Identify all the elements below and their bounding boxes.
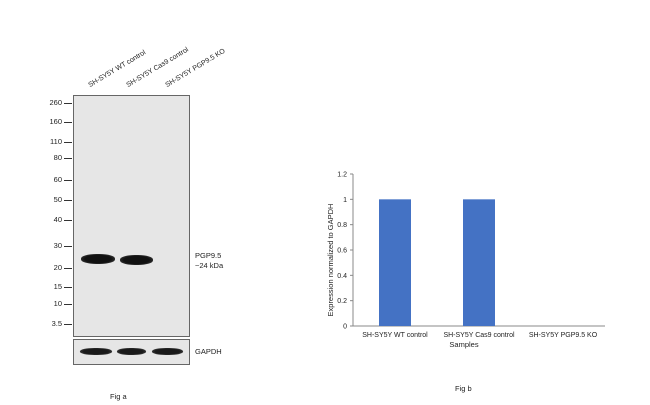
marker-tick bbox=[64, 287, 72, 288]
fig-b-caption: Fig b bbox=[455, 384, 472, 393]
marker-tick bbox=[64, 200, 72, 201]
y-tick-label: 0.8 bbox=[337, 222, 347, 229]
y-tick-label: 1 bbox=[343, 197, 347, 204]
marker-40: 40 bbox=[53, 215, 62, 224]
y-tick-label: 1.2 bbox=[337, 172, 347, 179]
expression-bar-chart: 0 0.2 0.4 0.6 0.8 1 1.2 SH-SY5Y WT control SH-S… bbox=[320, 160, 620, 360]
category-label: SH-SY5Y WT control bbox=[362, 332, 428, 339]
marker-tick bbox=[64, 122, 72, 123]
marker-tick bbox=[64, 180, 72, 181]
marker-60: 60 bbox=[53, 175, 62, 184]
loading-control-label: GAPDH bbox=[195, 347, 222, 356]
category-label: SH-SY5Y PGP9.5 KO bbox=[529, 332, 598, 339]
bar-chart-svg: 0 0.2 0.4 0.6 0.8 1 1.2 SH-SY5Y WT control SH-S… bbox=[326, 172, 605, 349]
band-ko-gapdh bbox=[152, 348, 183, 355]
band-wt-gapdh bbox=[80, 348, 112, 355]
band-cas9-gapdh bbox=[117, 348, 146, 355]
y-axis-label: Expression normalized to GAPDH bbox=[326, 204, 335, 317]
y-tick-label: 0.4 bbox=[337, 273, 347, 280]
marker-tick bbox=[64, 246, 72, 247]
marker-30: 30 bbox=[53, 241, 62, 250]
marker-10: 10 bbox=[53, 299, 62, 308]
marker-tick bbox=[64, 304, 72, 305]
bar-0 bbox=[379, 199, 411, 326]
y-tick-label: 0.6 bbox=[337, 248, 347, 255]
marker-tick bbox=[64, 268, 72, 269]
blot-membrane-pgp95 bbox=[73, 95, 190, 337]
marker-tick bbox=[64, 220, 72, 221]
y-tick-label: 0 bbox=[343, 324, 347, 331]
marker-110: 110 bbox=[50, 137, 62, 146]
band-wt-pgp95 bbox=[81, 254, 115, 264]
target-size: ~24 kDa bbox=[195, 261, 224, 270]
x-axis-label: Samples bbox=[449, 340, 478, 349]
y-tick-label: 0.2 bbox=[337, 298, 347, 305]
marker-20: 20 bbox=[53, 263, 62, 272]
marker-tick bbox=[64, 324, 72, 325]
marker-50: 50 bbox=[53, 195, 62, 204]
band-cas9-pgp95 bbox=[120, 255, 153, 265]
fig-a-caption: Fig a bbox=[110, 392, 127, 401]
marker-160: 160 bbox=[49, 117, 62, 126]
target-label: PGP9.5 bbox=[195, 251, 222, 260]
marker-15: 15 bbox=[53, 282, 62, 291]
marker-3-5: 3.5 bbox=[51, 319, 62, 328]
marker-tick bbox=[64, 142, 72, 143]
blot-membrane-gapdh bbox=[73, 339, 190, 365]
category-label: SH-SY5Y Cas9 control bbox=[443, 332, 515, 339]
marker-tick bbox=[64, 103, 72, 104]
marker-tick bbox=[64, 158, 72, 159]
marker-80: 80 bbox=[53, 153, 62, 162]
bar-1 bbox=[463, 199, 495, 326]
marker-260: 260 bbox=[49, 98, 62, 107]
